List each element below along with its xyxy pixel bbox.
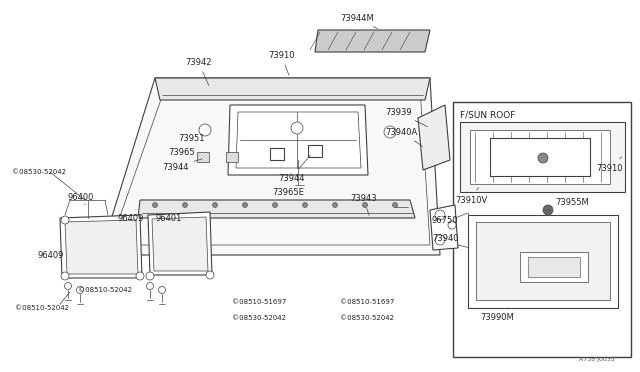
Circle shape: [273, 202, 278, 208]
Circle shape: [136, 272, 144, 280]
Circle shape: [147, 282, 154, 289]
Bar: [270, 148, 284, 160]
Bar: [226, 152, 238, 162]
Circle shape: [392, 202, 397, 208]
Polygon shape: [470, 130, 610, 184]
Circle shape: [159, 286, 166, 294]
Circle shape: [384, 126, 396, 138]
Circle shape: [448, 221, 456, 229]
Text: 73990M: 73990M: [480, 308, 514, 323]
Polygon shape: [152, 217, 208, 271]
Text: 96409: 96409: [38, 250, 65, 260]
Text: 73942: 73942: [185, 58, 211, 86]
Circle shape: [435, 210, 445, 220]
Circle shape: [152, 202, 157, 208]
Circle shape: [77, 286, 83, 294]
Text: 96401: 96401: [155, 214, 181, 222]
Polygon shape: [148, 212, 212, 275]
Circle shape: [362, 202, 367, 208]
Polygon shape: [418, 105, 450, 170]
Text: 73944: 73944: [162, 159, 202, 171]
Text: 73910: 73910: [268, 51, 294, 76]
Text: 73944: 73944: [278, 155, 310, 183]
Text: 73944M: 73944M: [340, 13, 378, 29]
Text: ©08530-52042: ©08530-52042: [12, 169, 66, 175]
Circle shape: [212, 202, 218, 208]
Circle shape: [146, 272, 154, 280]
Polygon shape: [155, 78, 430, 100]
Bar: [308, 145, 322, 157]
Circle shape: [435, 235, 445, 245]
Text: 73965: 73965: [168, 148, 195, 157]
Text: 73951: 73951: [178, 128, 205, 142]
Circle shape: [206, 271, 214, 279]
Circle shape: [333, 202, 337, 208]
Text: ©08530-52042: ©08530-52042: [340, 315, 394, 321]
Polygon shape: [430, 205, 458, 250]
Polygon shape: [100, 78, 440, 255]
Bar: [528, 257, 580, 277]
Polygon shape: [315, 30, 430, 52]
Text: 96750: 96750: [432, 215, 458, 230]
Circle shape: [291, 122, 303, 134]
Text: ©08530-52042: ©08530-52042: [232, 315, 286, 321]
Text: 73940A: 73940A: [385, 128, 422, 147]
Circle shape: [538, 153, 548, 163]
Circle shape: [182, 202, 188, 208]
Circle shape: [61, 272, 69, 280]
Text: 73939: 73939: [385, 108, 428, 127]
Text: 73965E: 73965E: [272, 187, 304, 196]
Polygon shape: [228, 105, 368, 175]
Circle shape: [65, 282, 72, 289]
Circle shape: [243, 202, 248, 208]
Text: ©08510-52042: ©08510-52042: [15, 305, 69, 311]
Text: 73910V: 73910V: [455, 187, 487, 205]
Text: 73910: 73910: [596, 157, 623, 173]
Polygon shape: [468, 215, 618, 308]
Text: 96409: 96409: [118, 214, 145, 222]
Text: 96400: 96400: [68, 192, 94, 205]
Polygon shape: [490, 138, 590, 176]
Circle shape: [543, 205, 553, 215]
Text: ©08510-51697: ©08510-51697: [232, 299, 286, 305]
Polygon shape: [60, 215, 142, 278]
Text: A738 J0035: A738 J0035: [579, 357, 615, 362]
Text: 73955M: 73955M: [548, 198, 589, 210]
Text: ©08510-52042: ©08510-52042: [78, 287, 132, 293]
Polygon shape: [460, 122, 625, 192]
Polygon shape: [138, 200, 415, 218]
Text: 73943: 73943: [350, 193, 376, 215]
Polygon shape: [65, 220, 138, 274]
Circle shape: [303, 202, 307, 208]
Bar: [453, 102, 631, 357]
Text: F/SUN ROOF: F/SUN ROOF: [460, 110, 515, 119]
Bar: [520, 252, 588, 282]
Text: 73940: 73940: [432, 234, 458, 248]
Circle shape: [61, 216, 69, 224]
Text: ©08510-51697: ©08510-51697: [340, 299, 394, 305]
Circle shape: [199, 124, 211, 136]
Bar: [197, 152, 209, 162]
Polygon shape: [476, 222, 610, 300]
